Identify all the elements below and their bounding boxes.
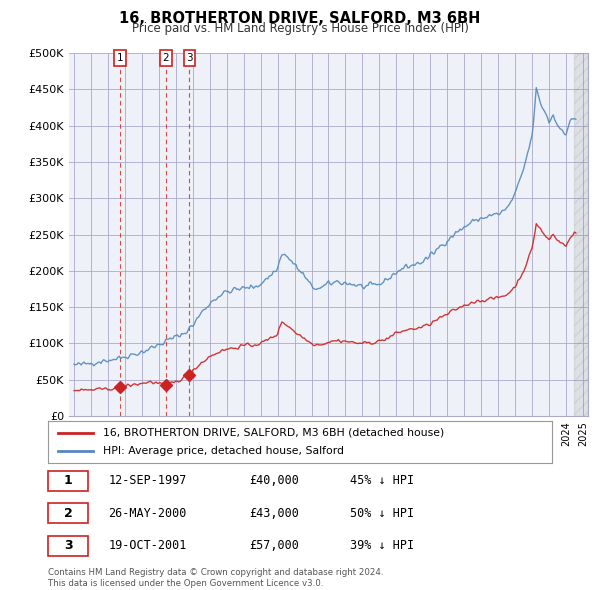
Text: 45% ↓ HPI: 45% ↓ HPI xyxy=(350,474,415,487)
Text: 12-SEP-1997: 12-SEP-1997 xyxy=(109,474,187,487)
Text: HPI: Average price, detached house, Salford: HPI: Average price, detached house, Salf… xyxy=(103,446,344,456)
Text: 16, BROTHERTON DRIVE, SALFORD, M3 6BH: 16, BROTHERTON DRIVE, SALFORD, M3 6BH xyxy=(119,11,481,25)
Text: 19-OCT-2001: 19-OCT-2001 xyxy=(109,539,187,552)
Text: Contains HM Land Registry data © Crown copyright and database right 2024.
This d: Contains HM Land Registry data © Crown c… xyxy=(48,568,383,588)
Text: 26-MAY-2000: 26-MAY-2000 xyxy=(109,507,187,520)
Text: 3: 3 xyxy=(186,53,193,63)
FancyBboxPatch shape xyxy=(48,471,88,491)
Text: 1: 1 xyxy=(64,474,73,487)
Text: £43,000: £43,000 xyxy=(250,507,299,520)
Text: £57,000: £57,000 xyxy=(250,539,299,552)
Text: 1: 1 xyxy=(116,53,123,63)
FancyBboxPatch shape xyxy=(48,503,88,523)
Text: £40,000: £40,000 xyxy=(250,474,299,487)
Text: 50% ↓ HPI: 50% ↓ HPI xyxy=(350,507,415,520)
FancyBboxPatch shape xyxy=(48,536,88,556)
Text: 39% ↓ HPI: 39% ↓ HPI xyxy=(350,539,415,552)
Text: Price paid vs. HM Land Registry's House Price Index (HPI): Price paid vs. HM Land Registry's House … xyxy=(131,22,469,35)
Text: 16, BROTHERTON DRIVE, SALFORD, M3 6BH (detached house): 16, BROTHERTON DRIVE, SALFORD, M3 6BH (d… xyxy=(103,428,445,438)
Text: 2: 2 xyxy=(64,507,73,520)
Text: 2: 2 xyxy=(163,53,169,63)
Text: 3: 3 xyxy=(64,539,73,552)
